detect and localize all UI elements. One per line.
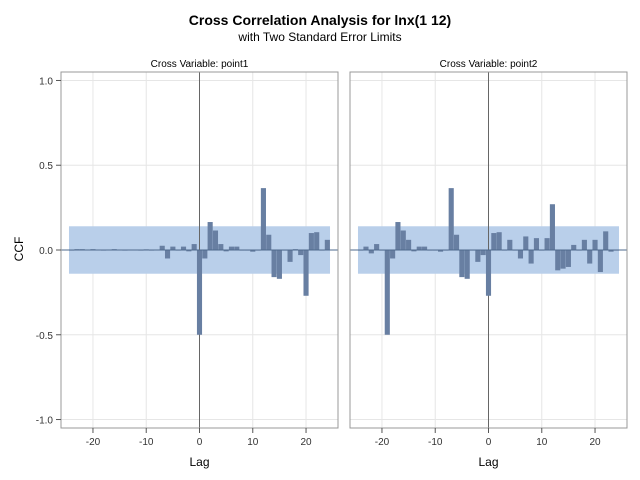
ccf-bar: [207, 222, 213, 250]
ccf-bar: [287, 250, 293, 262]
ccf-bar: [411, 250, 417, 252]
ccf-bar: [560, 250, 566, 269]
ccf-bar: [276, 250, 282, 279]
x-tick-label: 0: [486, 437, 492, 448]
ccf-bar: [250, 250, 256, 252]
panel-label: Cross Variable: point1: [151, 59, 249, 70]
x-axis-label: Lag: [189, 455, 209, 469]
ccf-bar: [555, 250, 561, 271]
ccf-bar: [191, 244, 197, 250]
y-tick-label: -0.5: [36, 331, 54, 342]
ccf-bar: [180, 246, 187, 250]
ccf-bar: [523, 236, 529, 250]
ccf-bar: [528, 250, 534, 264]
ccf-bar: [363, 246, 369, 250]
x-tick-label: -10: [139, 437, 154, 448]
x-tick-label: 20: [589, 437, 601, 448]
ccf-bar: [218, 244, 224, 250]
ccf-bar: [587, 250, 593, 264]
ccf-bar: [597, 250, 603, 273]
ccf-bar: [159, 245, 165, 250]
x-tick-label: -20: [375, 437, 390, 448]
ccf-bar: [212, 230, 219, 250]
ccf-bar: [406, 239, 412, 250]
ccf-bar: [324, 239, 330, 250]
ccf-bar: [496, 232, 502, 250]
ccf-bar: [298, 250, 304, 256]
ccf-bar: [390, 250, 396, 259]
ccf-bar: [196, 250, 203, 335]
ccf-bar: [228, 246, 235, 250]
ccf-bar: [608, 250, 614, 252]
ccf-bar: [202, 250, 208, 259]
ccf-bar: [395, 222, 401, 250]
x-tick-label: 0: [197, 437, 203, 448]
ccf-bar: [422, 246, 428, 250]
ccf-bar: [491, 233, 497, 250]
x-tick-label: 10: [536, 437, 548, 448]
chart-subtitle: with Two Standard Error Limits: [237, 30, 401, 44]
ccf-bar: [266, 234, 272, 250]
ccf-bar: [485, 250, 492, 296]
ccf-bar: [475, 250, 481, 262]
ccf-bar: [271, 250, 277, 278]
ccf-bar: [400, 230, 406, 250]
y-tick-label: 0.0: [39, 246, 53, 257]
panels-group: Cross Variable: point1 -20 -10 0 10 20 Lag -1.0…: [36, 59, 628, 469]
ccf-bar: [565, 250, 571, 267]
ccf-bar: [234, 246, 240, 250]
ccf-bar: [438, 250, 444, 252]
ccf-bar: [164, 250, 171, 259]
ccf-bar: [374, 244, 380, 250]
panel-label: Cross Variable: point2: [440, 59, 538, 70]
ccf-bar: [533, 238, 539, 250]
y-tick-label: -1.0: [36, 416, 54, 427]
y-tick-label: 0.5: [39, 161, 53, 172]
ccf-bar: [592, 239, 598, 250]
ccf-bar: [303, 250, 309, 296]
ccf-bar: [464, 250, 470, 279]
y-axis-label: CCF: [12, 237, 26, 262]
ccf-bar: [260, 188, 266, 250]
ccf-bar: [603, 231, 609, 250]
ccf-bar: [223, 250, 229, 252]
x-tick-label: -10: [428, 437, 443, 448]
ccf-bar: [517, 250, 524, 259]
ccf-bar: [368, 250, 374, 254]
ccf-bar: [416, 246, 422, 250]
x-tick-label: 20: [300, 437, 312, 448]
ccf-bar: [507, 239, 513, 250]
panel-2: Cross Variable: point2 -20 -10 0 10 20 Lag: [349, 59, 628, 469]
ccf-bar: [571, 244, 577, 250]
ccf-bar: [544, 238, 550, 250]
ccf-bar: [170, 246, 176, 250]
ccf-bar: [453, 234, 460, 250]
ccf-bar: [448, 188, 454, 250]
x-tick-label: 10: [247, 437, 259, 448]
y-tick-label: 1.0: [39, 76, 53, 87]
ccf-bar: [549, 204, 555, 250]
ccf-bar: [308, 233, 314, 250]
ccf-bar: [314, 232, 320, 250]
panel-1: Cross Variable: point1 -20 -10 0 10 20 Lag -1.0…: [36, 59, 339, 469]
ccf-bar: [480, 250, 486, 256]
ccf-bar: [581, 239, 587, 250]
x-axis-label: Lag: [478, 455, 498, 469]
chart-title: Cross Correlation Analysis for lnx(1 12): [189, 12, 451, 28]
ccf-bar: [459, 250, 465, 278]
ccf-bar: [186, 250, 192, 252]
ccf-bar: [384, 250, 390, 335]
x-tick-label: -20: [86, 437, 101, 448]
